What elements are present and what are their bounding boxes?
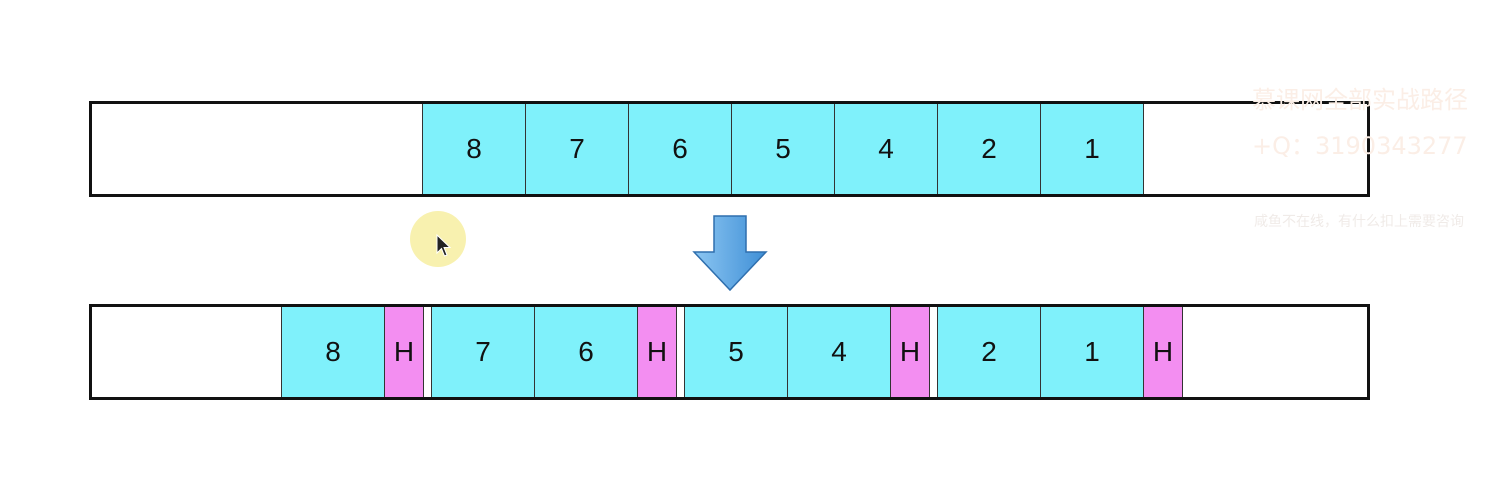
top-cell: 6 bbox=[628, 104, 732, 194]
down-arrow-icon bbox=[692, 215, 768, 292]
bottom-cell: 2 bbox=[937, 307, 1041, 397]
watermark-note: 咸鱼不在线，有什么扣上需要咨询 bbox=[1254, 214, 1464, 230]
bottom-cell: 8 bbox=[281, 307, 385, 397]
cursor-icon bbox=[436, 234, 452, 257]
watermark-title: 慕课网全部实战路径 bbox=[1252, 86, 1468, 114]
bottom-packet-bar: 8 H 7 6 H 5 4 H 2 1 H bbox=[89, 304, 1370, 400]
top-cell: 7 bbox=[525, 104, 629, 194]
top-cell: 1 bbox=[1040, 104, 1144, 194]
top-cell: 4 bbox=[834, 104, 938, 194]
top-cell: 2 bbox=[937, 104, 1041, 194]
header-cell: H bbox=[1143, 307, 1183, 397]
bottom-cell: 5 bbox=[684, 307, 788, 397]
bottom-cell: 1 bbox=[1040, 307, 1144, 397]
header-cell: H bbox=[637, 307, 677, 397]
header-cell: H bbox=[890, 307, 930, 397]
top-cell: 8 bbox=[422, 104, 526, 194]
watermark-contact: +Q：3190343277 bbox=[1252, 132, 1468, 160]
header-cell: H bbox=[384, 307, 424, 397]
top-cell: 5 bbox=[731, 104, 835, 194]
bottom-cell: 4 bbox=[787, 307, 891, 397]
top-packet-bar: 8 7 6 5 4 2 1 bbox=[89, 101, 1370, 197]
bottom-cell: 6 bbox=[534, 307, 638, 397]
bottom-cell: 7 bbox=[431, 307, 535, 397]
